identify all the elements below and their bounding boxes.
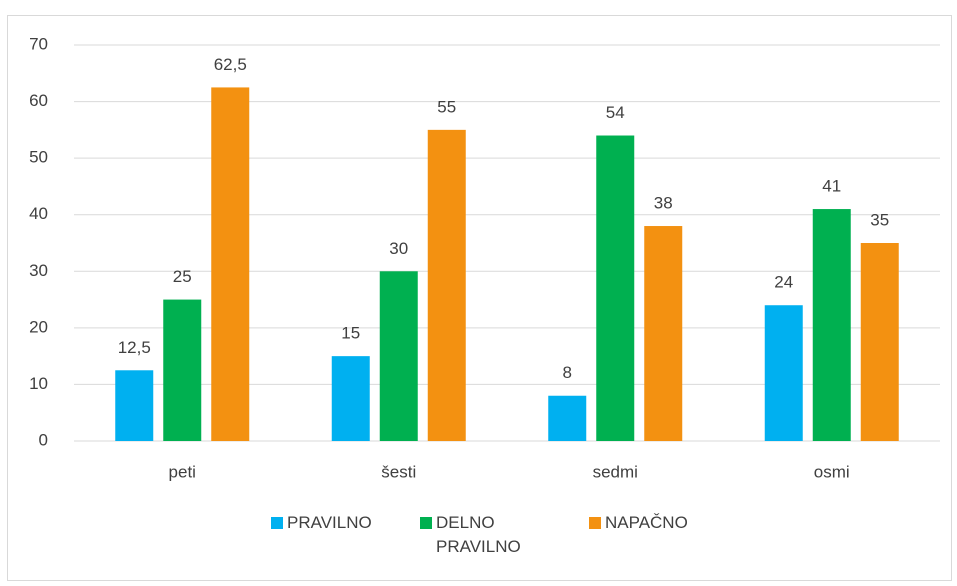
data-label: 8 — [563, 363, 572, 382]
data-label: 41 — [822, 177, 841, 196]
data-label: 25 — [173, 267, 192, 286]
y-tick-label: 0 — [39, 430, 48, 449]
bar — [379, 271, 418, 441]
bar — [331, 356, 370, 441]
data-label: 62,5 — [214, 55, 247, 74]
x-tick-label: sedmi — [593, 462, 638, 481]
y-tick-label: 70 — [29, 34, 48, 53]
x-tick-label: šesti — [381, 462, 416, 481]
legend-label: PRAVILNO — [287, 513, 372, 532]
legend-item: NAPAČNO — [589, 511, 749, 535]
bar — [764, 305, 803, 441]
y-tick-label: 30 — [29, 261, 48, 280]
data-label: 15 — [341, 324, 360, 343]
y-tick-label: 10 — [29, 374, 48, 393]
x-tick-label: osmi — [814, 462, 850, 481]
chart-border — [7, 15, 952, 581]
y-tick-label: 50 — [29, 148, 48, 167]
legend-swatch — [589, 517, 601, 529]
bar — [860, 243, 899, 441]
data-label: 55 — [437, 97, 456, 116]
y-tick-label: 60 — [29, 91, 48, 110]
data-label: 12,5 — [118, 338, 151, 357]
bar — [548, 395, 587, 441]
bar — [163, 299, 202, 441]
data-label: 54 — [606, 103, 625, 122]
legend-swatch — [271, 517, 283, 529]
y-tick-label: 40 — [29, 204, 48, 223]
bar — [115, 370, 154, 441]
legend-item: PRAVILNO — [271, 511, 411, 535]
bar — [596, 135, 635, 441]
legend-swatch — [420, 517, 432, 529]
bar — [644, 226, 683, 441]
legend-item: DELNO PRAVILNO — [420, 511, 570, 559]
y-tick-label: 20 — [29, 317, 48, 336]
data-label: 24 — [774, 273, 793, 292]
data-label: 35 — [870, 210, 889, 229]
bar — [812, 209, 851, 441]
bar — [211, 87, 250, 441]
data-label: 30 — [389, 239, 408, 258]
bar — [427, 129, 466, 441]
data-label: 38 — [654, 194, 673, 213]
legend-label: NAPAČNO — [605, 513, 688, 532]
legend-label: DELNO PRAVILNO — [436, 513, 521, 556]
x-tick-label: peti — [169, 462, 196, 481]
